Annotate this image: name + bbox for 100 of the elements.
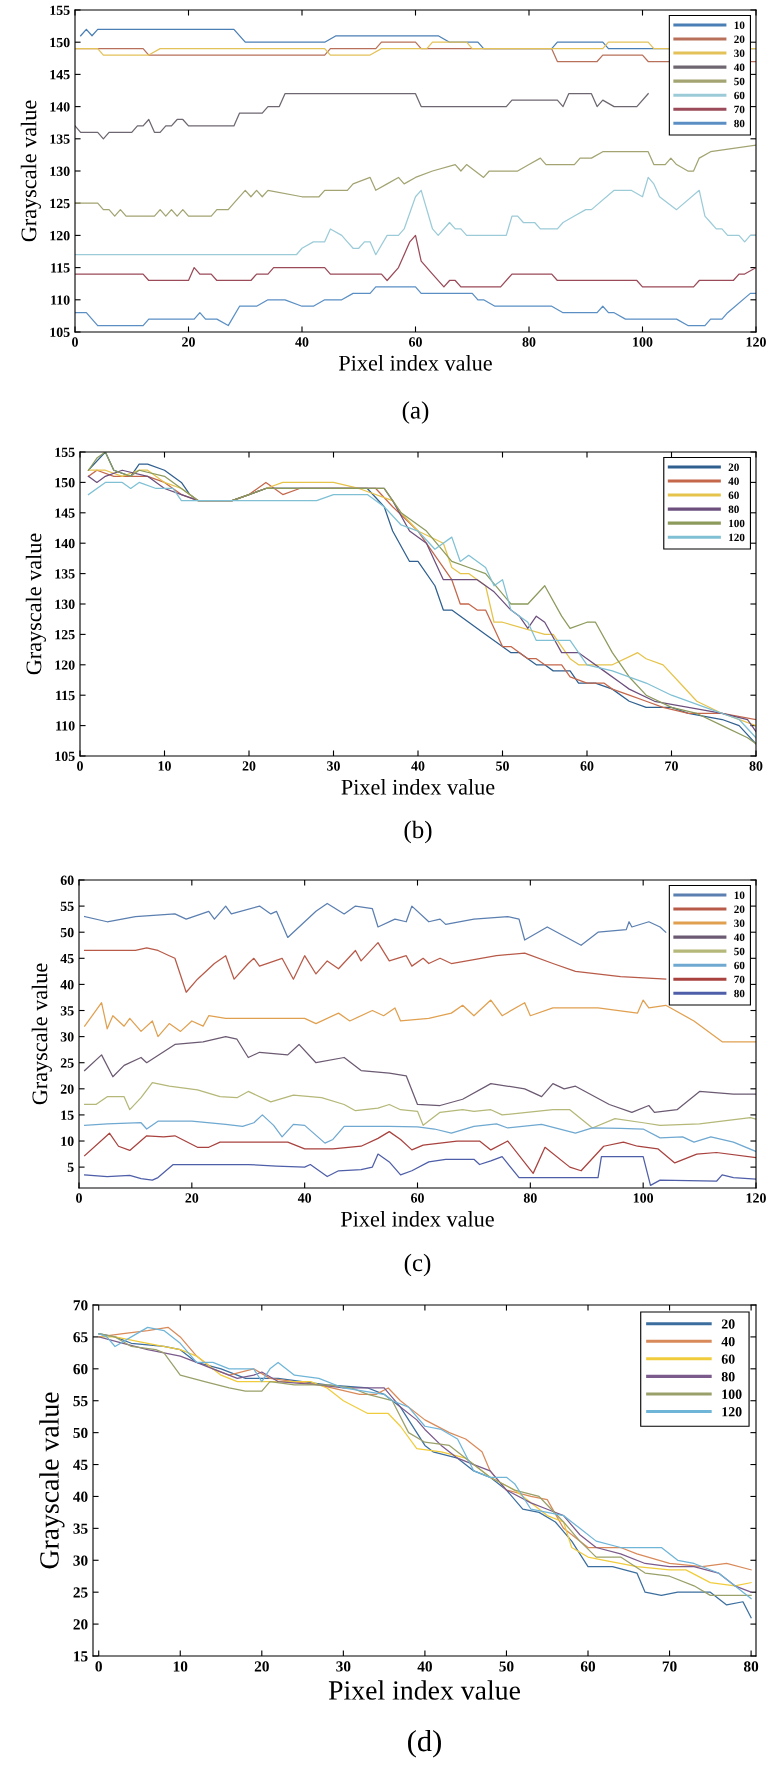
x-tick-label: 80	[523, 1193, 537, 1203]
legend-label: 60	[734, 961, 745, 970]
text: (c)	[404, 1253, 431, 1277]
legend-label: 100	[729, 519, 745, 528]
y-tick-label: 110	[51, 295, 70, 305]
legend-label: 40	[728, 477, 739, 486]
x-tick-label: 100	[633, 1193, 654, 1203]
y-tick-label: 150	[55, 477, 75, 488]
legend-label: 20	[721, 1319, 735, 1329]
y-tick-label: 35	[60, 1006, 74, 1016]
line-series	[84, 902, 667, 946]
x-tick-label: 70	[665, 761, 678, 771]
x-tick-label: 0	[76, 1193, 82, 1203]
y-tick-label: 15	[61, 1110, 74, 1120]
legend-label: 50	[734, 77, 745, 86]
y-axis-title: Grayscale value	[31, 963, 52, 1105]
x-tick-label: 30	[327, 761, 340, 771]
legend-label: 60	[728, 491, 739, 500]
y-tick-label: 120	[55, 660, 75, 670]
y-tick-label: 50	[73, 1427, 88, 1439]
y-tick-label: 30	[73, 1555, 88, 1566]
legend-label: 40	[733, 933, 745, 942]
y-tick-label: 65	[73, 1332, 88, 1343]
x-tick-label: 20	[185, 1193, 199, 1203]
y-tick-label: 10	[61, 1136, 74, 1146]
x-axis-title: Pixel index value	[341, 779, 495, 795]
x-tick-label: 20	[254, 1661, 269, 1672]
y-tick-label: 115	[56, 690, 75, 701]
legend-label: 30	[734, 919, 745, 928]
x-tick-label: 20	[242, 761, 256, 771]
y-tick-label: 105	[50, 327, 70, 337]
y-tick-label: 140	[55, 538, 75, 549]
y-tick-label: 105	[55, 751, 75, 761]
line-series	[75, 176, 756, 256]
y-tick-label: 25	[73, 1587, 88, 1598]
x-tick-label: 30	[336, 1661, 351, 1672]
y-tick-label: 15	[74, 1651, 88, 1662]
line-series	[84, 942, 667, 993]
line-series	[84, 1035, 756, 1113]
line-series	[75, 286, 756, 327]
legend-label: 10	[734, 21, 745, 29]
y-axis-title: Grayscale value	[39, 1392, 65, 1569]
legend-label: 20	[734, 35, 745, 44]
y-tick-label: 125	[50, 198, 70, 209]
y-axis-title: Grayscale value	[20, 100, 41, 242]
x-axis-title: Pixel index value	[340, 1211, 494, 1227]
x-tick-label: 80	[749, 761, 763, 771]
y-tick-label: 55	[73, 1396, 88, 1407]
legend-label: 20	[728, 463, 739, 471]
legend-label: 30	[734, 49, 745, 58]
legend-label: 80	[721, 1372, 735, 1382]
x-tick-label: 120	[746, 337, 766, 347]
x-tick-label: 40	[417, 1661, 432, 1672]
line-series	[84, 999, 756, 1043]
y-axis-title: Grayscale value	[25, 533, 46, 675]
legend-label: 120	[722, 1407, 742, 1417]
legend-label: 80	[734, 119, 745, 128]
x-tick-label: 50	[499, 1661, 514, 1672]
x-tick-label: 60	[411, 1193, 424, 1203]
x-tick-label: 0	[72, 337, 78, 347]
legend-label: 40	[721, 1336, 735, 1347]
legend-label: 50	[734, 947, 745, 956]
x-tick-label: 40	[297, 1193, 312, 1203]
text: (d)	[408, 1729, 441, 1758]
line-series	[84, 1081, 756, 1129]
legend-label: 60	[721, 1354, 735, 1364]
x-tick-label: 40	[295, 337, 309, 347]
legend-label: 60	[734, 91, 745, 100]
y-tick-label: 155	[55, 447, 75, 457]
legend-label: 10	[734, 891, 745, 899]
legend-label: 70	[734, 105, 745, 114]
x-tick-label: 100	[633, 337, 653, 347]
y-tick-label: 25	[60, 1058, 74, 1068]
text: (a)	[402, 401, 429, 424]
y-tick-label: 150	[50, 37, 70, 48]
y-tick-label: 35	[73, 1523, 88, 1534]
legend-label: 70	[734, 975, 745, 984]
x-tick-label: 10	[173, 1661, 188, 1672]
line-series	[75, 144, 756, 217]
x-tick-label: 80	[522, 337, 536, 347]
y-tick-label: 50	[60, 927, 74, 938]
x-tick-label: 40	[411, 761, 425, 771]
y-tick-label: 130	[50, 166, 70, 176]
legend-label: 80	[734, 989, 745, 998]
x-tick-label: 60	[409, 337, 422, 347]
y-tick-label: 45	[73, 1459, 88, 1470]
x-tick-label: 20	[182, 337, 195, 347]
y-tick-label: 145	[50, 70, 70, 80]
y-tick-label: 140	[50, 102, 70, 112]
y-tick-label: 125	[55, 630, 75, 640]
y-tick-label: 135	[50, 134, 70, 144]
y-tick-label: 5	[67, 1162, 74, 1173]
y-tick-label: 45	[60, 953, 74, 964]
y-tick-label: 40	[60, 979, 74, 990]
y-tick-label: 60	[73, 1363, 88, 1375]
y-tick-label: 110	[56, 721, 75, 731]
y-tick-label: 70	[73, 1300, 88, 1311]
y-tick-label: 155	[50, 5, 70, 15]
legend-label: 100	[722, 1389, 742, 1399]
x-tick-label: 10	[158, 761, 171, 771]
